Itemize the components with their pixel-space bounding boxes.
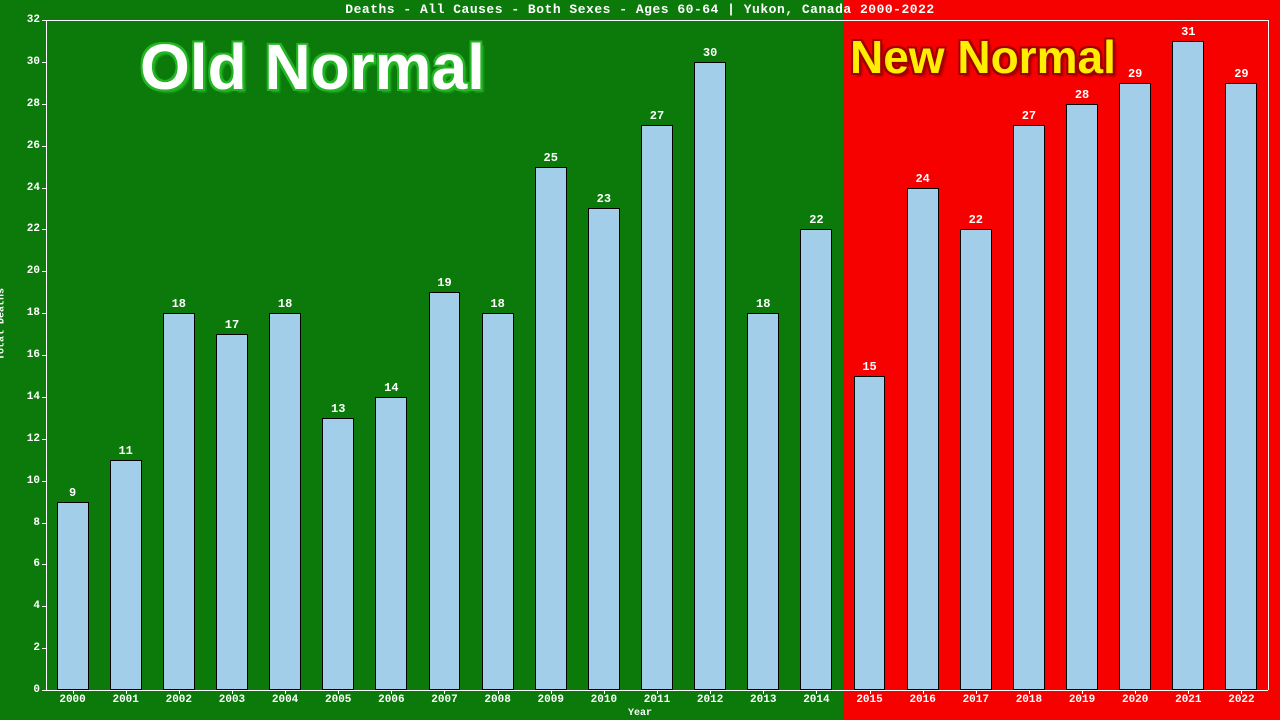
bar (854, 376, 886, 690)
bar-value-label: 14 (384, 381, 398, 395)
bar-value-label: 18 (278, 297, 292, 311)
y-tick-label: 22 (18, 223, 40, 235)
bar (1013, 125, 1045, 690)
overlay-text: Old Normal (140, 30, 485, 104)
y-tick-label: 18 (18, 307, 40, 319)
x-tick-label: 2000 (59, 694, 85, 706)
chart-title: Deaths - All Causes - Both Sexes - Ages … (0, 2, 1280, 17)
y-tick-label: 28 (18, 98, 40, 110)
x-tick-label: 2014 (803, 694, 829, 706)
bar-value-label: 29 (1128, 67, 1142, 81)
bar-value-label: 13 (331, 402, 345, 416)
bar (482, 313, 514, 690)
bar (1119, 83, 1151, 690)
bar-value-label: 15 (862, 360, 876, 374)
bar (375, 397, 407, 690)
x-tick-label: 2020 (1122, 694, 1148, 706)
bar-value-label: 28 (1075, 88, 1089, 102)
bar-value-label: 27 (650, 109, 664, 123)
bar-value-label: 29 (1234, 67, 1248, 81)
x-tick-label: 2021 (1175, 694, 1201, 706)
x-tick-label: 2006 (378, 694, 404, 706)
bar (800, 229, 832, 690)
bar-value-label: 18 (172, 297, 186, 311)
bar-value-label: 22 (809, 213, 823, 227)
x-tick-label: 2015 (856, 694, 882, 706)
y-tick-label: 24 (18, 182, 40, 194)
bar-value-label: 18 (490, 297, 504, 311)
x-tick-label: 2001 (112, 694, 138, 706)
y-tick-label: 12 (18, 433, 40, 445)
y-tick-label: 32 (18, 14, 40, 26)
x-tick-label: 2016 (909, 694, 935, 706)
y-tick-label: 16 (18, 349, 40, 361)
bar (57, 502, 89, 690)
bar (322, 418, 354, 690)
axis-line (1268, 20, 1269, 690)
x-tick-label: 2009 (538, 694, 564, 706)
overlay-text: New Normal (850, 30, 1116, 84)
bar-value-label: 9 (69, 486, 76, 500)
x-tick-label: 2003 (219, 694, 245, 706)
y-tick-label: 26 (18, 140, 40, 152)
y-tick-label: 8 (18, 517, 40, 529)
bar (110, 460, 142, 690)
axis-line (46, 20, 47, 690)
y-tick-label: 4 (18, 600, 40, 612)
y-tick-label: 2 (18, 642, 40, 654)
x-tick-label: 2018 (1016, 694, 1042, 706)
bar-value-label: 18 (756, 297, 770, 311)
bar-value-label: 11 (118, 444, 132, 458)
bar (535, 167, 567, 690)
y-tick-label: 0 (18, 684, 40, 696)
x-tick-label: 2013 (750, 694, 776, 706)
axis-line (46, 690, 1268, 691)
x-tick-label: 2017 (963, 694, 989, 706)
bar (1172, 41, 1204, 690)
bar-value-label: 27 (1022, 109, 1036, 123)
bar-value-label: 30 (703, 46, 717, 60)
bar-value-label: 25 (544, 151, 558, 165)
bar (1066, 104, 1098, 690)
x-tick-label: 2005 (325, 694, 351, 706)
bar (907, 188, 939, 691)
y-tick-label: 30 (18, 56, 40, 68)
bar (588, 208, 620, 690)
x-tick-label: 2004 (272, 694, 298, 706)
chart-canvas: Deaths - All Causes - Both Sexes - Ages … (0, 0, 1280, 720)
y-tick-label: 14 (18, 391, 40, 403)
x-tick-label: 2007 (431, 694, 457, 706)
x-tick-label: 2019 (1069, 694, 1095, 706)
bar (641, 125, 673, 690)
bar-value-label: 19 (437, 276, 451, 290)
x-tick-label: 2002 (166, 694, 192, 706)
bar-value-label: 24 (915, 172, 929, 186)
y-tick-label: 10 (18, 475, 40, 487)
y-tick-label: 20 (18, 265, 40, 277)
bar-value-label: 23 (597, 192, 611, 206)
bar (747, 313, 779, 690)
bar (1225, 83, 1257, 690)
x-tick-label: 2010 (591, 694, 617, 706)
bar (163, 313, 195, 690)
y-tick-label: 6 (18, 558, 40, 570)
x-tick-label: 2011 (644, 694, 670, 706)
bar (429, 292, 461, 690)
y-axis-label: Total Deaths (0, 288, 8, 360)
bar (694, 62, 726, 690)
bar-value-label: 17 (225, 318, 239, 332)
x-tick-label: 2022 (1228, 694, 1254, 706)
axis-line (46, 20, 1268, 21)
bar-value-label: 31 (1181, 25, 1195, 39)
x-axis-label: Year (0, 708, 1280, 719)
bar (960, 229, 992, 690)
x-tick-label: 2012 (697, 694, 723, 706)
x-tick-label: 2008 (484, 694, 510, 706)
bar (216, 334, 248, 690)
bar-value-label: 22 (969, 213, 983, 227)
bar (269, 313, 301, 690)
